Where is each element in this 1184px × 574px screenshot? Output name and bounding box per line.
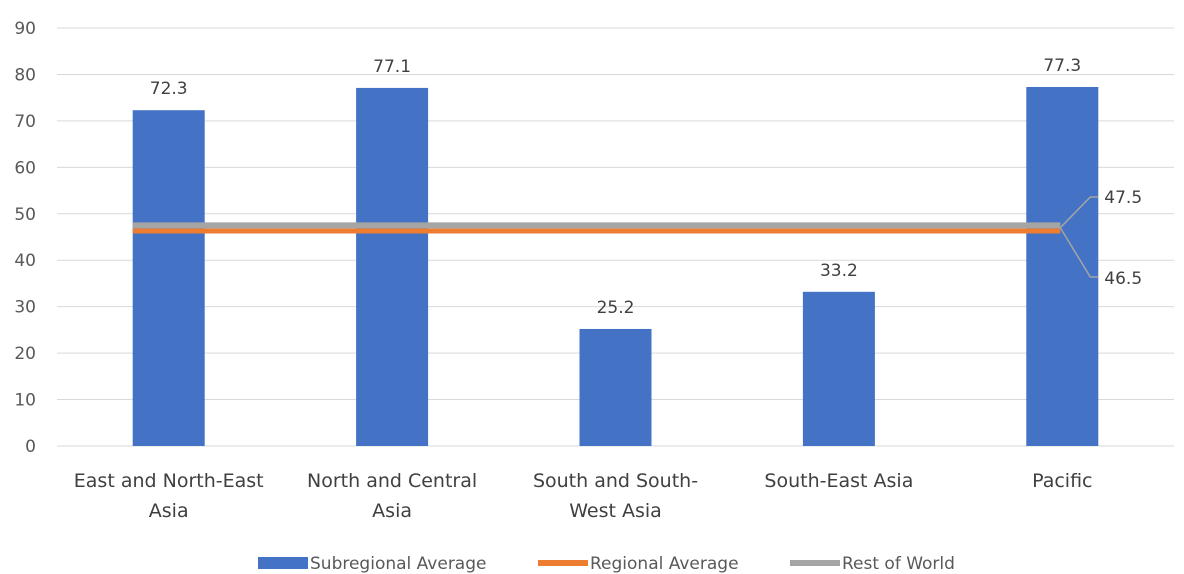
y-tick-label: 80 [14, 65, 36, 85]
y-tick-label: 10 [14, 391, 36, 411]
reference-lines: 47.5 46.5 [132, 188, 1142, 289]
bar [579, 328, 652, 446]
x-tick-label: Asia [149, 500, 189, 522]
category-labels: East and North-East Asia North and Central… [74, 470, 1093, 522]
rest-of-world-data-label: 47.5 [1104, 188, 1142, 208]
y-axis-ticks: 0 10 20 30 40 50 60 70 80 90 [14, 19, 36, 457]
y-tick-label: 60 [14, 158, 36, 178]
bar-data-label: 77.1 [373, 57, 411, 77]
bars [132, 86, 1099, 447]
bar-data-label: 72.3 [150, 79, 188, 99]
legend-label: Regional Average [590, 554, 739, 574]
x-tick-label: South and South- [533, 470, 698, 492]
legend: Subregional Average Regional Average Rest … [258, 554, 955, 574]
y-tick-label: 40 [14, 251, 36, 271]
bar-data-label: 33.2 [820, 261, 858, 281]
regional-average-data-label: 46.5 [1104, 269, 1142, 289]
bar [356, 87, 429, 446]
bar-data-label: 77.3 [1043, 56, 1081, 76]
x-tick-label: South-East Asia [764, 470, 913, 492]
bar [802, 291, 875, 446]
y-tick-label: 70 [14, 112, 36, 132]
bar-data-label: 25.2 [597, 298, 635, 318]
bar [1026, 86, 1099, 447]
legend-label: Rest of World [842, 554, 955, 574]
regional-average-leader-line [1059, 227, 1099, 278]
bar [132, 110, 205, 446]
legend-swatch [258, 557, 308, 569]
bar-data-labels: 72.3 77.1 25.2 33.2 77.3 [150, 56, 1081, 318]
x-tick-label: Pacific [1032, 470, 1092, 492]
y-tick-label: 0 [25, 437, 36, 457]
x-tick-label: East and North-East [74, 470, 264, 492]
rest-of-world-leader-line [1059, 196, 1099, 229]
gridlines [57, 27, 1174, 401]
y-tick-label: 50 [14, 205, 36, 225]
legend-label: Subregional Average [310, 554, 486, 574]
y-tick-label: 30 [14, 298, 36, 318]
x-tick-label: Asia [372, 500, 412, 522]
y-tick-label: 90 [14, 19, 36, 39]
x-tick-label: North and Central [307, 470, 477, 492]
y-tick-label: 20 [14, 344, 36, 364]
x-tick-label: West Asia [569, 500, 662, 522]
